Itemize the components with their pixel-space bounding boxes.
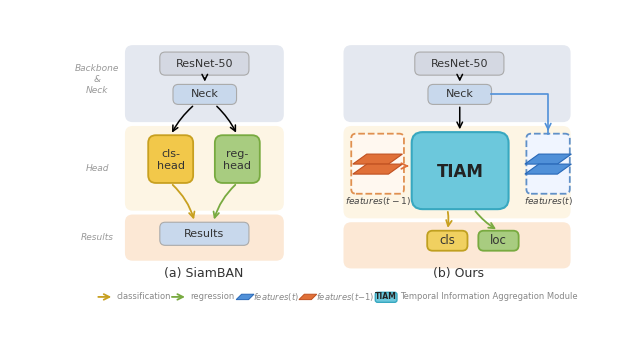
FancyBboxPatch shape — [478, 231, 518, 251]
Text: loc: loc — [490, 234, 507, 247]
FancyBboxPatch shape — [344, 126, 571, 218]
FancyBboxPatch shape — [160, 222, 249, 245]
FancyBboxPatch shape — [351, 134, 404, 194]
Text: reg-
head: reg- head — [223, 149, 252, 171]
Text: (a) SiamBAN: (a) SiamBAN — [164, 267, 244, 280]
Text: ResNet-50: ResNet-50 — [431, 58, 488, 68]
Text: classification: classification — [116, 292, 171, 301]
Polygon shape — [525, 164, 572, 174]
FancyBboxPatch shape — [148, 135, 193, 183]
Text: (b) Ours: (b) Ours — [433, 267, 484, 280]
FancyBboxPatch shape — [527, 134, 570, 194]
FancyBboxPatch shape — [125, 45, 284, 122]
Text: $\mathit{features(t)}$: $\mathit{features(t)}$ — [253, 291, 299, 303]
Text: cls: cls — [440, 234, 455, 247]
FancyBboxPatch shape — [412, 132, 509, 209]
FancyBboxPatch shape — [428, 231, 467, 251]
Text: $\mathit{features(t{-}1)}$: $\mathit{features(t{-}1)}$ — [316, 291, 374, 303]
Text: Backbone
&
Neck: Backbone & Neck — [75, 64, 119, 95]
Text: cls-
head: cls- head — [157, 149, 185, 171]
FancyBboxPatch shape — [344, 222, 571, 268]
Text: Results: Results — [184, 229, 225, 239]
Polygon shape — [299, 294, 317, 300]
FancyBboxPatch shape — [215, 135, 260, 183]
FancyBboxPatch shape — [160, 52, 249, 75]
FancyBboxPatch shape — [344, 45, 571, 122]
FancyBboxPatch shape — [125, 215, 284, 261]
Text: TIAM: TIAM — [436, 163, 484, 181]
Text: $\it{features(t)}$: $\it{features(t)}$ — [524, 195, 573, 207]
Text: Neck: Neck — [446, 89, 474, 99]
FancyBboxPatch shape — [428, 84, 492, 105]
FancyBboxPatch shape — [125, 126, 284, 211]
Text: Results: Results — [81, 233, 113, 242]
Text: $\it{features(t-1)}$: $\it{features(t-1)}$ — [344, 195, 411, 207]
Polygon shape — [236, 294, 254, 300]
Polygon shape — [353, 164, 403, 174]
Text: regression: regression — [190, 292, 234, 301]
FancyBboxPatch shape — [173, 84, 237, 105]
Polygon shape — [353, 154, 403, 164]
Text: ResNet-50: ResNet-50 — [175, 58, 233, 68]
FancyBboxPatch shape — [415, 52, 504, 75]
FancyBboxPatch shape — [375, 292, 397, 302]
Text: TIAM: TIAM — [375, 292, 397, 301]
Text: Neck: Neck — [191, 89, 219, 99]
Polygon shape — [525, 154, 572, 164]
Text: Head: Head — [85, 164, 109, 173]
Text: Temporal Information Aggregation Module: Temporal Information Aggregation Module — [400, 292, 578, 301]
